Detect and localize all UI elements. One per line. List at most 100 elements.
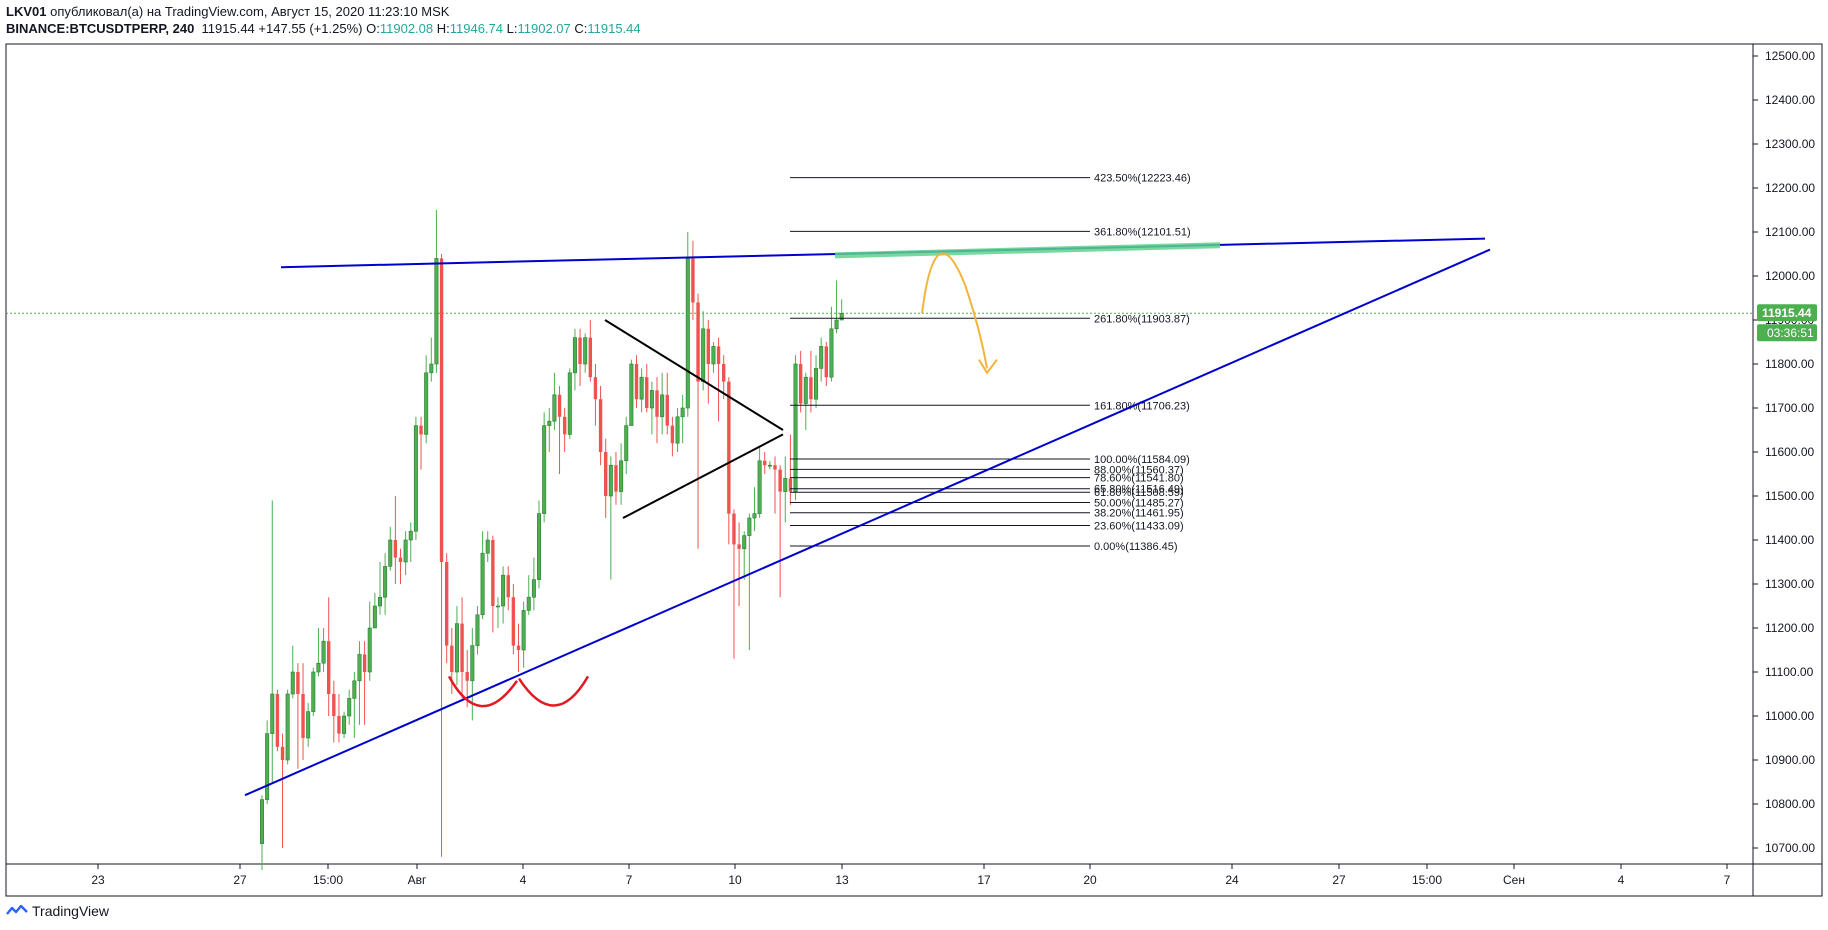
- candle-down: [634, 364, 639, 400]
- candle-up: [767, 464, 772, 467]
- legend-line: BINANCE:BTCUSDTPERP, 240 11915.44 +147.5…: [6, 21, 641, 36]
- candle-up: [429, 363, 434, 374]
- candle-down: [557, 394, 562, 417]
- candle-down: [337, 716, 341, 734]
- candle-up: [475, 614, 480, 646]
- price-tick-label: 11200.00: [1765, 621, 1814, 635]
- candle-down: [450, 645, 454, 672]
- candle-up: [470, 645, 475, 682]
- close-value: 11915.44: [587, 21, 641, 36]
- candle-up: [403, 539, 408, 563]
- candle-up: [680, 407, 685, 418]
- candle-down: [706, 328, 711, 364]
- candle-up: [624, 425, 629, 462]
- triangle-upper-line: [604, 319, 784, 431]
- candle-down: [604, 452, 608, 496]
- time-tick-label: 20: [1083, 873, 1097, 887]
- candle-down: [824, 346, 828, 378]
- time-tick-label: 10: [728, 873, 742, 887]
- time-tick-label: 4: [1618, 873, 1625, 887]
- candle-up: [660, 394, 665, 418]
- candle-up: [742, 535, 747, 550]
- candle-down: [439, 258, 444, 562]
- candle-down: [798, 364, 803, 404]
- current-price-tag: [1757, 304, 1817, 322]
- publication-line: LKV01 опубликовал(а) на TradingView.com,…: [6, 4, 449, 19]
- candle-up: [639, 376, 644, 400]
- candle-up: [408, 530, 413, 541]
- candle-up: [311, 671, 316, 712]
- price-tick-label: 11600.00: [1765, 445, 1814, 459]
- candle-down: [326, 641, 331, 694]
- candle-down: [588, 337, 593, 378]
- candle-down: [773, 465, 777, 470]
- candle-up: [521, 610, 526, 651]
- projected-arrow-head: [978, 358, 998, 375]
- time-tick-label: 4: [520, 873, 527, 887]
- projected-path-arrow: [921, 252, 988, 369]
- candle-down: [665, 394, 669, 426]
- fib-level-label: 50.00%(11485.27): [1094, 497, 1184, 509]
- candle-up: [316, 662, 321, 673]
- tradingview-logo[interactable]: TradingView: [6, 903, 109, 919]
- time-tick-label: 23: [91, 873, 105, 887]
- fib-level-label: 78.60%(11541.80): [1094, 473, 1184, 485]
- price-tick-label: 11100.00: [1765, 665, 1814, 679]
- fib-level-label: 38.20%(11461.95): [1094, 508, 1184, 520]
- open-value: 11902.08: [379, 21, 434, 36]
- symbol-label[interactable]: BINANCE:BTCUSDTPERP, 240: [6, 21, 195, 36]
- fib-level-label: 0.00%(11386.45): [1094, 541, 1178, 553]
- candle-up: [608, 464, 613, 497]
- price-tick-label: 10900.00: [1765, 753, 1815, 767]
- time-tick-label: 13: [835, 873, 849, 887]
- candle-up: [649, 390, 654, 409]
- low-value: 11902.07: [517, 21, 571, 36]
- price-tick-label: 12100.00: [1765, 225, 1815, 239]
- support-trendline: [244, 248, 1491, 797]
- candle-up: [747, 517, 752, 536]
- candle-down: [788, 478, 793, 492]
- time-tick-label: 27: [1332, 873, 1346, 887]
- time-tick-label: 15:00: [313, 873, 343, 887]
- time-tick-label: 7: [626, 873, 633, 887]
- candle-up: [542, 425, 547, 514]
- candle-down: [301, 694, 305, 738]
- candle-down: [696, 302, 700, 382]
- countdown-tag: [1757, 324, 1817, 342]
- candle-up: [259, 799, 264, 844]
- candle-up: [793, 363, 798, 492]
- candle-up: [285, 693, 290, 761]
- candle-up: [757, 460, 762, 514]
- candle-up: [413, 425, 418, 532]
- candle-up: [583, 337, 588, 365]
- price-tick-label: 11700.00: [1765, 401, 1814, 415]
- time-tick-label: 15:00: [1412, 873, 1442, 887]
- candle-up: [290, 671, 295, 695]
- price-tick-label: 10800.00: [1765, 797, 1815, 811]
- candle-up: [834, 319, 839, 330]
- candle-up: [783, 478, 788, 492]
- author-name[interactable]: LKV01: [6, 4, 47, 19]
- candle-down: [722, 364, 726, 382]
- candle-up: [270, 693, 275, 734]
- last-price: 11915.44: [201, 21, 255, 36]
- candle-down: [275, 694, 280, 747]
- fib-level-label: 23.60%(11433.09): [1094, 520, 1184, 532]
- high-value: 11946.74: [449, 21, 504, 36]
- candle-down: [511, 597, 516, 646]
- price-tick-label: 12200.00: [1765, 181, 1815, 195]
- candle-down: [598, 399, 603, 452]
- candle-down: [516, 645, 521, 650]
- candle-up: [803, 376, 808, 404]
- candle-up: [619, 460, 624, 492]
- candle-down: [506, 575, 510, 598]
- time-tick-label: Авг: [408, 873, 427, 887]
- candle-down: [614, 465, 618, 492]
- candle-up: [388, 539, 393, 567]
- tradingview-brand: TradingView: [32, 903, 110, 919]
- time-tick-label: 17: [977, 873, 991, 887]
- price-tick-label: 12500.00: [1765, 49, 1815, 63]
- candle-up: [383, 566, 388, 598]
- candle-down: [444, 562, 449, 646]
